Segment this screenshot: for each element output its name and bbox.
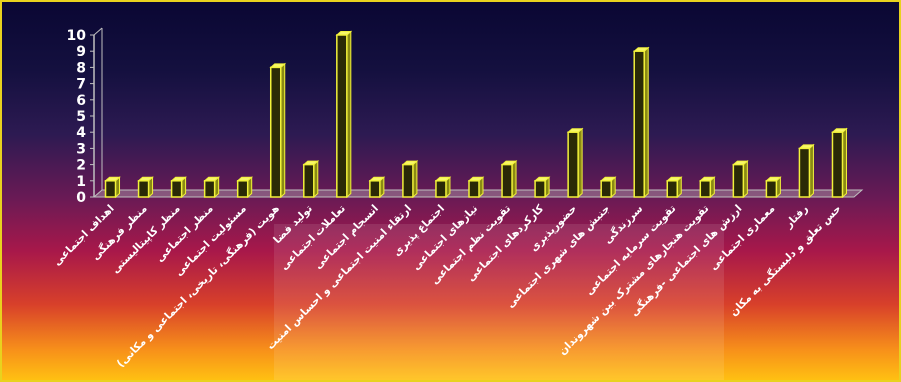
x-tick-label: اهداف اجتماعی bbox=[51, 203, 117, 269]
bar-front bbox=[369, 180, 381, 198]
bar-front bbox=[501, 163, 513, 198]
x-tick-label: منظر فرهنگی bbox=[89, 202, 150, 263]
bar bbox=[665, 176, 683, 199]
bar bbox=[368, 176, 386, 199]
bar-front bbox=[236, 180, 249, 198]
wall-top-edge bbox=[93, 27, 103, 36]
bar bbox=[533, 176, 551, 199]
bar bbox=[467, 176, 485, 199]
bar bbox=[269, 62, 287, 199]
bar-front bbox=[798, 147, 811, 198]
bar-front bbox=[699, 180, 712, 198]
x-tick-label: منظر اجتماعی bbox=[154, 203, 216, 265]
bar bbox=[434, 176, 452, 199]
bar-front bbox=[567, 131, 579, 198]
bar-front bbox=[666, 180, 679, 198]
bar bbox=[732, 159, 749, 199]
bar bbox=[302, 159, 320, 199]
bar-front bbox=[534, 180, 546, 198]
bar bbox=[335, 30, 353, 199]
bar bbox=[236, 176, 254, 199]
bar-front bbox=[468, 180, 480, 198]
y-tick-label: 8 bbox=[76, 60, 86, 76]
y-tick-label: 0 bbox=[76, 190, 86, 206]
y-tick-label: 2 bbox=[76, 158, 86, 174]
y-tick-label: 3 bbox=[76, 141, 86, 157]
y-tick-label: 4 bbox=[76, 125, 86, 141]
bar bbox=[203, 176, 220, 199]
bar-front bbox=[435, 180, 447, 198]
bar bbox=[632, 46, 650, 199]
bar-front bbox=[104, 180, 117, 198]
bar-front bbox=[633, 50, 645, 198]
x-tick-label: رفتار bbox=[782, 203, 810, 231]
bar bbox=[170, 176, 187, 199]
bar bbox=[798, 143, 815, 199]
y-tick-label: 1 bbox=[76, 174, 86, 190]
y-tick-label: 9 bbox=[76, 44, 86, 60]
bar-front bbox=[203, 180, 216, 198]
y-tick-label: 5 bbox=[76, 109, 86, 125]
bar-front bbox=[831, 131, 844, 198]
bar bbox=[104, 176, 121, 199]
bar bbox=[137, 176, 154, 199]
bar-front bbox=[402, 163, 414, 198]
watermark-panel bbox=[274, 224, 724, 380]
y-tick-label: 7 bbox=[76, 77, 86, 93]
bar bbox=[599, 176, 617, 199]
bar bbox=[831, 127, 848, 199]
bars bbox=[104, 30, 848, 199]
bar-front bbox=[170, 180, 183, 198]
bar-front bbox=[732, 163, 745, 198]
bar bbox=[765, 176, 782, 199]
bar-front bbox=[336, 34, 348, 198]
bar-front bbox=[137, 180, 150, 198]
bar-front bbox=[303, 163, 315, 198]
bar bbox=[500, 159, 518, 199]
bar bbox=[401, 159, 419, 199]
bar bbox=[698, 176, 716, 199]
bar bbox=[566, 127, 584, 199]
y-tick-label: 10 bbox=[67, 28, 87, 44]
bar-front bbox=[765, 180, 778, 198]
y-tick-label: 6 bbox=[76, 93, 86, 109]
x-tick-label: معماری اجتماعی bbox=[708, 203, 778, 273]
bar-front bbox=[269, 66, 282, 198]
bar-front bbox=[600, 180, 612, 198]
